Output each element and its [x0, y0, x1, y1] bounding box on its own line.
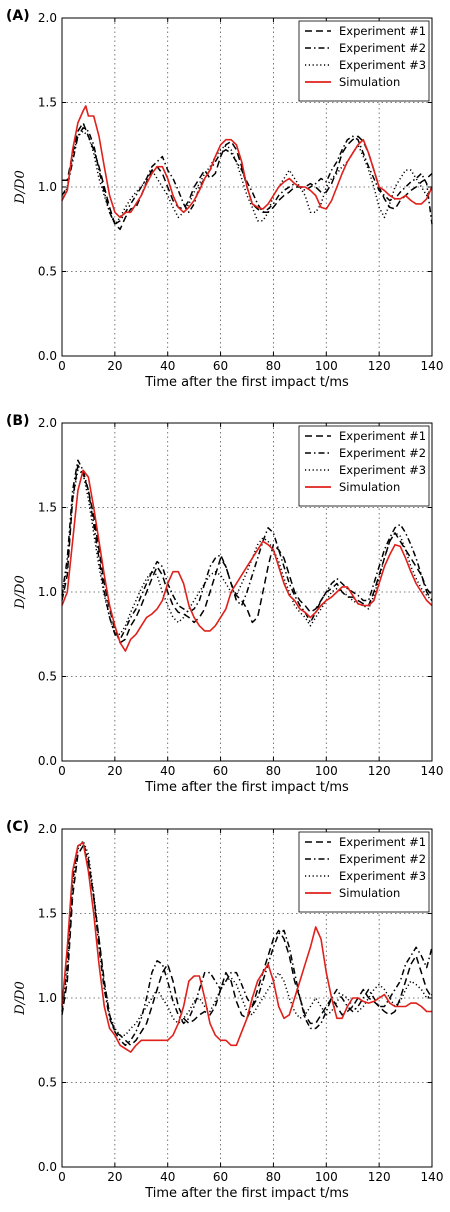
series-line-experiment-2: [61, 459, 433, 641]
legend-box: [298, 831, 430, 913]
x-tick-label: 100: [315, 764, 338, 778]
x-tick-label: 20: [107, 1170, 122, 1184]
legend-label: Simulation: [339, 480, 400, 494]
x-tick-label: 0: [58, 359, 66, 373]
series-line-simulation: [61, 469, 433, 652]
x-tick-label: 100: [315, 359, 338, 373]
y-tick-label: 2.0: [38, 416, 57, 430]
chart-panel-3: 0 20 40 60 80 100 120 140 0.0 0.5 1.0 1.5 2.0 Time af…: [6, 819, 443, 1201]
x-tick-label: 120: [368, 359, 391, 373]
y-axis-label: D/D0: [13, 170, 28, 205]
legend-label: Simulation: [339, 886, 400, 900]
y-tick-label: 0.5: [38, 670, 57, 684]
legend: Experiment #1 Experiment #2 Experiment #3 S…: [298, 425, 430, 507]
y-axis-label: D/D0: [13, 575, 28, 610]
y-tick-label: 0.5: [38, 265, 57, 279]
series-line-experiment-3: [61, 469, 433, 636]
x-tick-label: 40: [160, 359, 175, 373]
panel-label: (B): [6, 413, 29, 429]
x-tick-label: 0: [58, 764, 66, 778]
x-tick-label: 120: [368, 764, 391, 778]
y-tick-label: 1.5: [38, 907, 57, 921]
x-axis-label: Time after the first impact t/ms: [144, 375, 349, 390]
x-tick-label: 60: [213, 1170, 228, 1184]
x-tick-label: 60: [213, 764, 228, 778]
x-tick-label: 40: [160, 1170, 175, 1184]
x-tick-label: 60: [213, 359, 228, 373]
x-tick-label: 140: [421, 359, 444, 373]
legend-label: Experiment #3: [339, 869, 426, 883]
x-tick-label: 0: [58, 1170, 66, 1184]
x-tick-label: 140: [421, 764, 444, 778]
y-tick-label: 2.0: [38, 11, 57, 25]
legend-label: Experiment #2: [339, 41, 426, 55]
legend-box: [298, 425, 430, 507]
y-tick-label: 1.5: [38, 501, 57, 515]
x-tick-label: 40: [160, 764, 175, 778]
y-tick-label: 1.5: [38, 96, 57, 110]
x-tick-label: 80: [266, 359, 281, 373]
x-axis-label: Time after the first impact t/ms: [144, 780, 349, 795]
legend-label: Experiment #3: [339, 463, 426, 477]
y-tick-label: 0.0: [38, 1160, 57, 1174]
panel-label: (A): [6, 8, 30, 24]
series-line-simulation: [61, 105, 433, 219]
legend-label: Experiment #3: [339, 58, 426, 72]
legend-label: Experiment #1: [339, 24, 426, 38]
y-tick-label: 1.0: [38, 991, 57, 1005]
y-tick-label: 2.0: [38, 822, 57, 836]
y-tick-label: 0.0: [38, 754, 57, 768]
series-line-simulation: [61, 841, 432, 1053]
x-tick-label: 100: [315, 1170, 338, 1184]
series-line-experiment-2: [61, 841, 433, 1047]
legend-label: Simulation: [339, 75, 400, 89]
legend: Experiment #1 Experiment #2 Experiment #3 S…: [298, 20, 430, 102]
legend-label: Experiment #2: [339, 852, 426, 866]
series-line-experiment-1: [61, 845, 433, 1047]
chart-panel-2: 0 20 40 60 80 100 120 140 0.0 0.5 1.0 1.5 2.0 Time af…: [6, 413, 443, 795]
chart-panel-1: 0 20 40 60 80 100 120 140 0.0 0.5 1.0 1.5 2.0 Time af…: [6, 8, 443, 390]
x-tick-label: 80: [266, 764, 281, 778]
legend-label: Experiment #1: [339, 835, 426, 849]
series-line-experiment-1: [61, 464, 433, 644]
legend-label: Experiment #2: [339, 446, 426, 460]
x-axis-label: Time after the first impact t/ms: [144, 1186, 349, 1201]
x-tick-label: 80: [266, 1170, 281, 1184]
series-line-experiment-2: [61, 127, 433, 225]
x-tick-label: 120: [368, 1170, 391, 1184]
legend-label: Experiment #1: [339, 429, 426, 443]
y-tick-label: 0.0: [38, 349, 57, 363]
panel-label: (C): [6, 819, 29, 835]
x-tick-label: 20: [107, 359, 122, 373]
y-tick-label: 1.0: [38, 180, 57, 194]
legend: Experiment #1 Experiment #2 Experiment #3 S…: [298, 831, 430, 913]
x-tick-label: 20: [107, 764, 122, 778]
y-tick-label: 0.5: [38, 1076, 57, 1090]
legend-box: [298, 20, 430, 102]
y-axis-label: D/D0: [13, 981, 28, 1016]
y-tick-label: 1.0: [38, 585, 57, 599]
x-tick-label: 140: [421, 1170, 444, 1184]
